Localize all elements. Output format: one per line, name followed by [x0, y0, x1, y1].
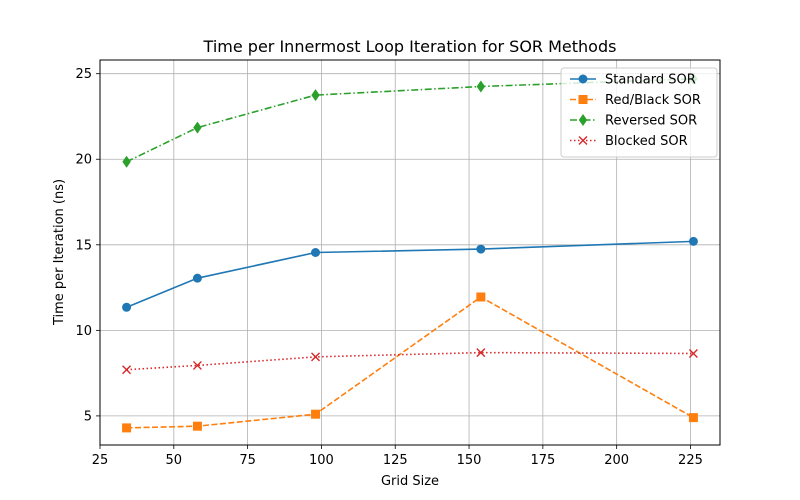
data-point	[192, 360, 202, 370]
data-point	[122, 423, 132, 433]
data-point	[122, 302, 132, 312]
data-point	[476, 348, 486, 358]
x-tick-label: 225	[678, 453, 703, 468]
data-point	[688, 236, 698, 246]
data-point	[192, 421, 202, 431]
series	[122, 236, 698, 312]
x-tick-label: 75	[239, 453, 256, 468]
y-tick-label: 25	[75, 67, 92, 82]
chart-title: Time per Innermost Loop Iteration for SO…	[203, 37, 617, 56]
legend-box	[560, 67, 718, 158]
data-point	[311, 409, 321, 419]
legend: Standard SOR Red/Black SOR Reversed SOR Blo…	[560, 67, 718, 158]
y-tick-label: 20	[75, 153, 92, 168]
legend-entry: Red/Black SOR	[570, 93, 701, 108]
data-point	[476, 292, 486, 302]
legend-entry: Standard SOR	[570, 73, 696, 88]
series-layer	[122, 72, 698, 433]
data-point	[476, 80, 486, 93]
legend-marker	[578, 95, 588, 104]
plot-frame	[99, 59, 721, 446]
y-tick-label: 10	[75, 324, 92, 339]
x-tick-label: 25	[92, 453, 109, 468]
data-point	[193, 121, 202, 134]
y-tick-label: 5	[84, 409, 92, 424]
legend-label: Red/Black SOR	[605, 93, 701, 108]
ticks: 25 50 75 100 125 150 175 200 225 5 10 15 20 25	[75, 67, 702, 468]
x-tick-label: 150	[457, 453, 482, 468]
x-tick-label: 175	[530, 453, 555, 468]
data-point	[311, 352, 321, 362]
legend-label: Blocked SOR	[605, 134, 688, 149]
data-point	[688, 348, 698, 358]
legend-marker	[578, 136, 588, 145]
data-point	[122, 365, 132, 375]
series-line	[126, 78, 694, 163]
series	[122, 292, 698, 433]
data-point	[688, 413, 698, 423]
data-point	[122, 155, 131, 168]
x-tick-label: 200	[604, 453, 629, 468]
series	[122, 348, 698, 375]
legend-entry: Reversed SOR	[570, 114, 697, 129]
y-axis-label: Time per Iteration (ns)	[52, 179, 67, 326]
legend-marker	[578, 114, 588, 126]
data-point	[192, 273, 202, 283]
x-tick-label: 50	[166, 453, 183, 468]
data-point	[476, 244, 486, 254]
legend-entry: Blocked SOR	[570, 134, 688, 149]
data-point	[311, 89, 320, 102]
x-tick-label: 125	[383, 453, 408, 468]
legend-marker	[578, 74, 588, 84]
x-tick-label: 100	[309, 453, 334, 468]
x-axis-label: Grid Size	[381, 474, 439, 489]
data-point	[311, 248, 321, 257]
legend-label: Reversed SOR	[605, 114, 697, 129]
legend-label: Standard SOR	[605, 73, 696, 88]
y-tick-label: 15	[75, 238, 92, 253]
